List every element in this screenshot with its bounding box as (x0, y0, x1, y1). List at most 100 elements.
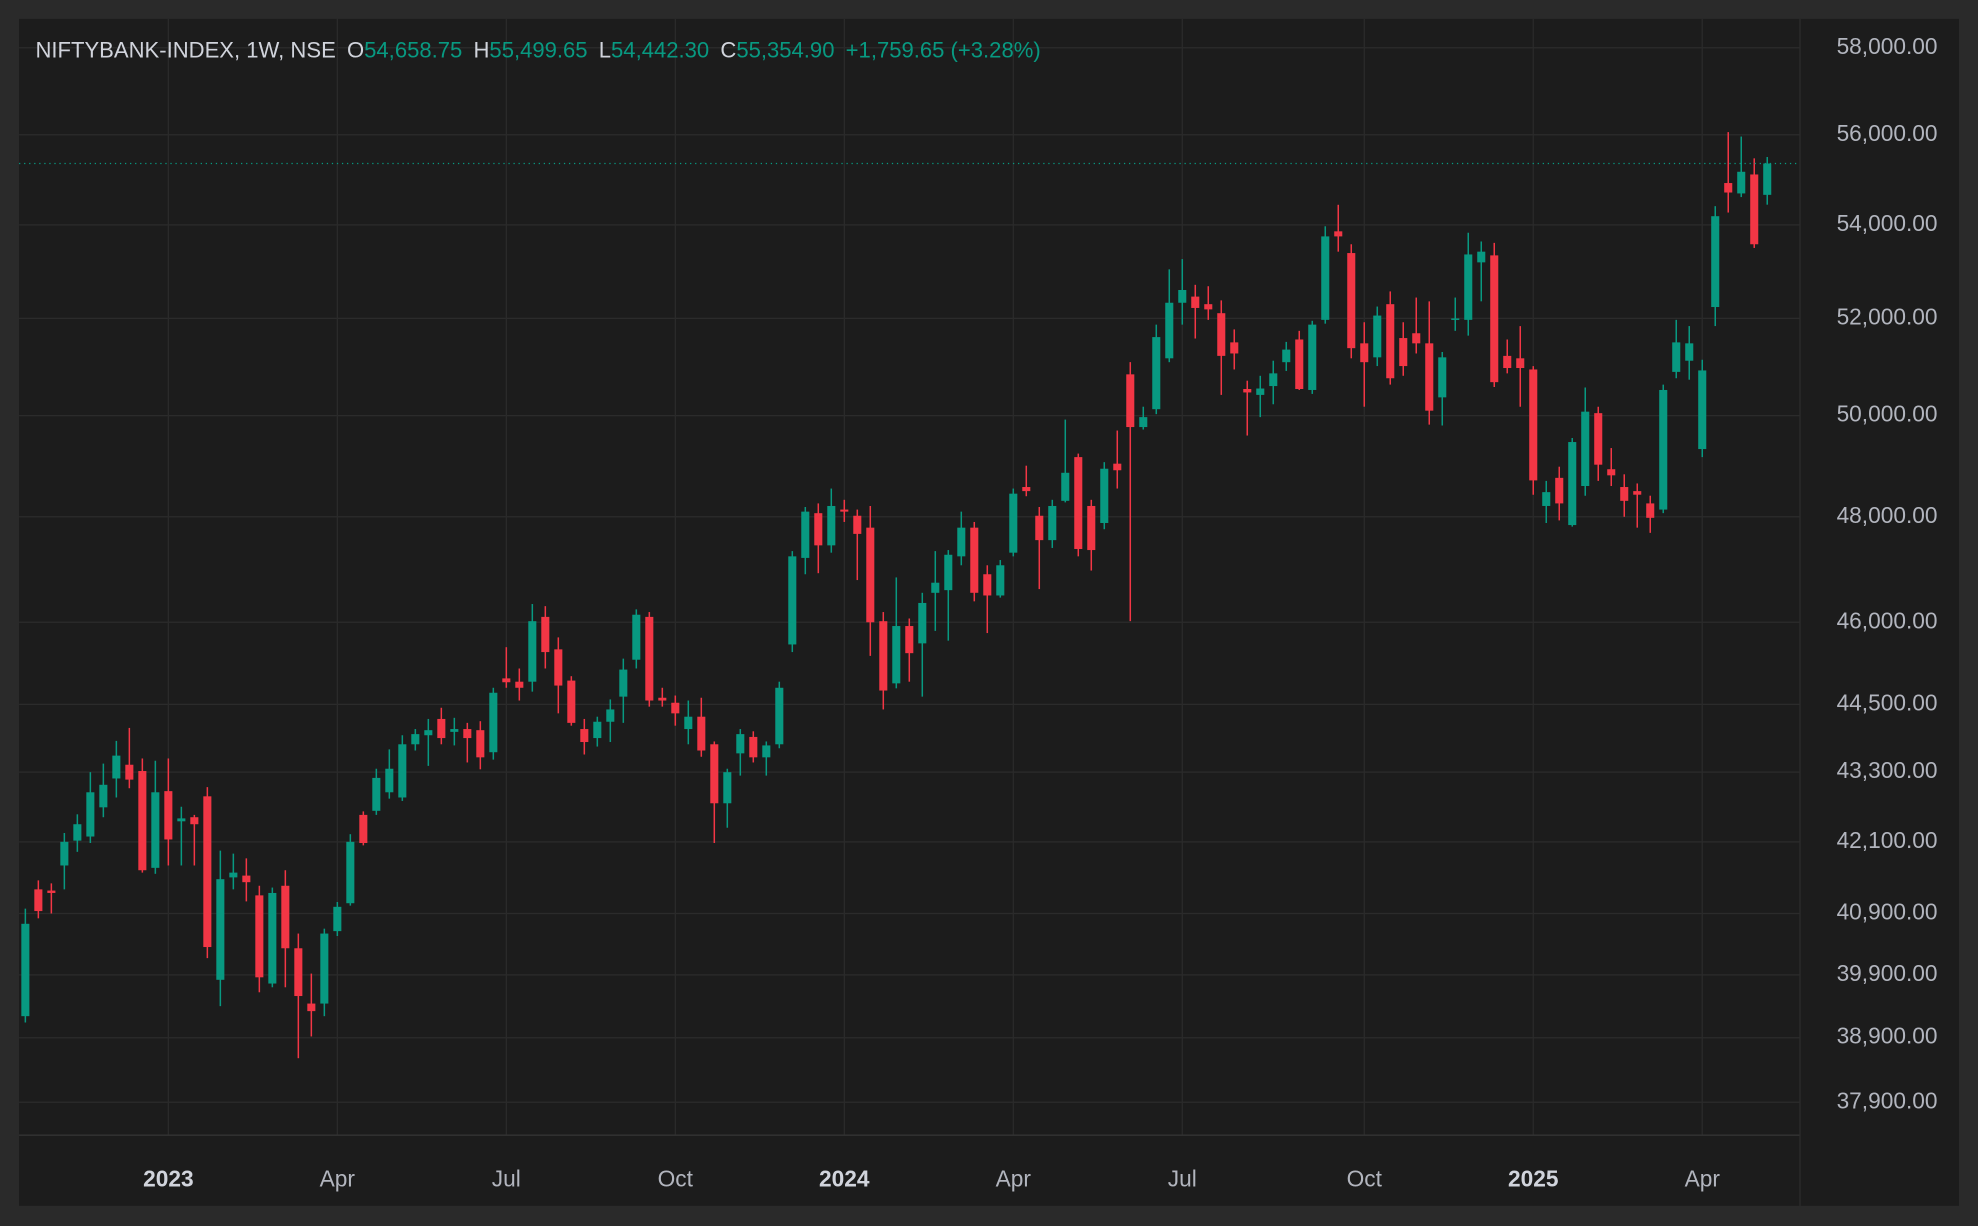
candle-body (827, 505, 836, 546)
candle-body (1100, 468, 1109, 523)
candle-body (489, 692, 498, 753)
candles (19, 132, 1801, 1059)
chart-header: NIFTYBANK-INDEX, 1W, NSE O54,658.75 H55,… (35, 38, 1040, 63)
candle-body (541, 616, 550, 653)
candle-body (1204, 304, 1213, 310)
candle-body (138, 771, 147, 871)
low-label: L (599, 38, 611, 63)
candle-body (645, 616, 654, 701)
candle-body (1035, 515, 1044, 541)
candle-body (853, 515, 862, 534)
candle-body (372, 777, 381, 811)
candle-body (125, 764, 134, 780)
candle-body (1529, 369, 1538, 481)
candle-body (1074, 457, 1083, 550)
candle-body (788, 556, 797, 645)
candle-body (996, 565, 1005, 596)
candle-body (814, 513, 823, 546)
candle-body (840, 509, 849, 512)
candle-body (658, 697, 667, 701)
candle-body (1230, 342, 1239, 354)
x-tick-label: Jul (492, 1166, 521, 1192)
candle-body (333, 906, 342, 932)
candle-body (1724, 183, 1733, 193)
candle-body (1620, 487, 1629, 501)
candle-body (736, 734, 745, 754)
x-tick-label: Jul (1168, 1166, 1197, 1192)
candle-body (931, 582, 940, 593)
candle-body (1295, 339, 1304, 390)
candle-body (177, 818, 186, 822)
candle-body (99, 784, 108, 808)
candle-body (918, 602, 927, 644)
candle-body (151, 792, 160, 868)
candle-body (1685, 343, 1694, 361)
candle-body (944, 554, 953, 591)
candle-body (437, 718, 446, 739)
candle-body (60, 841, 69, 866)
y-tick-label: 37,900.00 (1837, 1087, 1938, 1113)
candle-body (86, 792, 95, 837)
candle-body (1373, 315, 1382, 358)
candle-body (1282, 349, 1291, 363)
x-tick-label: Oct (1347, 1166, 1383, 1192)
candle-body (1178, 289, 1187, 303)
candle-body (1360, 343, 1369, 363)
candle-body (1256, 388, 1265, 395)
x-tick-label: Apr (320, 1166, 356, 1192)
candle-body (671, 702, 680, 714)
open-value: 54,658.75 (364, 38, 462, 63)
candle-body (1425, 343, 1434, 411)
candle-body (1698, 370, 1707, 450)
candle-body (242, 875, 251, 883)
candle-body (1217, 313, 1226, 356)
candle-body (710, 744, 719, 804)
candle-body (892, 626, 901, 684)
candle-body (684, 716, 693, 730)
candle-body (1542, 492, 1551, 506)
candle-body (1191, 296, 1200, 308)
candle-body (463, 729, 472, 739)
candle-body (307, 1003, 316, 1012)
candle-body (47, 890, 56, 893)
y-tick-label: 50,000.00 (1837, 401, 1938, 427)
candle-body (216, 879, 225, 980)
candle-body (1243, 389, 1252, 393)
y-tick-label: 38,900.00 (1837, 1023, 1938, 1049)
candle-body (866, 527, 875, 623)
candle-body (1594, 413, 1603, 465)
y-tick-label: 39,900.00 (1837, 960, 1938, 986)
candle-body (1659, 389, 1668, 510)
candle-body (281, 885, 290, 949)
candle-body (268, 892, 277, 984)
candle-body (1009, 493, 1018, 553)
candle-body (385, 768, 394, 793)
open-label: O (347, 38, 364, 63)
candle-body (1061, 472, 1070, 501)
candle-body (775, 687, 784, 745)
candle-body (1555, 477, 1564, 504)
candle-body (1633, 491, 1642, 495)
candle-body (879, 621, 888, 691)
candle-body (1347, 253, 1356, 349)
y-tick-label: 54,000.00 (1837, 210, 1938, 236)
candle-body (1308, 324, 1317, 390)
candle-body (1048, 505, 1057, 541)
candle-body (1750, 174, 1759, 245)
candle-body (1490, 255, 1499, 383)
candle-body (1607, 469, 1616, 476)
candle-body (1581, 411, 1590, 487)
axis-labels: 58,000.00 56,000.00 54,000.00 52,000.00 50,0… (143, 33, 1937, 1192)
candle-body (528, 621, 537, 682)
candle-body (957, 527, 966, 557)
grid (19, 18, 1801, 1136)
y-tick-label: 43,300.00 (1837, 757, 1938, 783)
candle-body (320, 933, 329, 1004)
x-tick-label: Oct (658, 1166, 694, 1192)
candle-body (112, 755, 121, 779)
candle-body (1334, 231, 1343, 237)
close-value: 55,354.90 (736, 38, 834, 63)
candle-body (294, 948, 303, 997)
y-tick-label: 52,000.00 (1837, 303, 1938, 329)
